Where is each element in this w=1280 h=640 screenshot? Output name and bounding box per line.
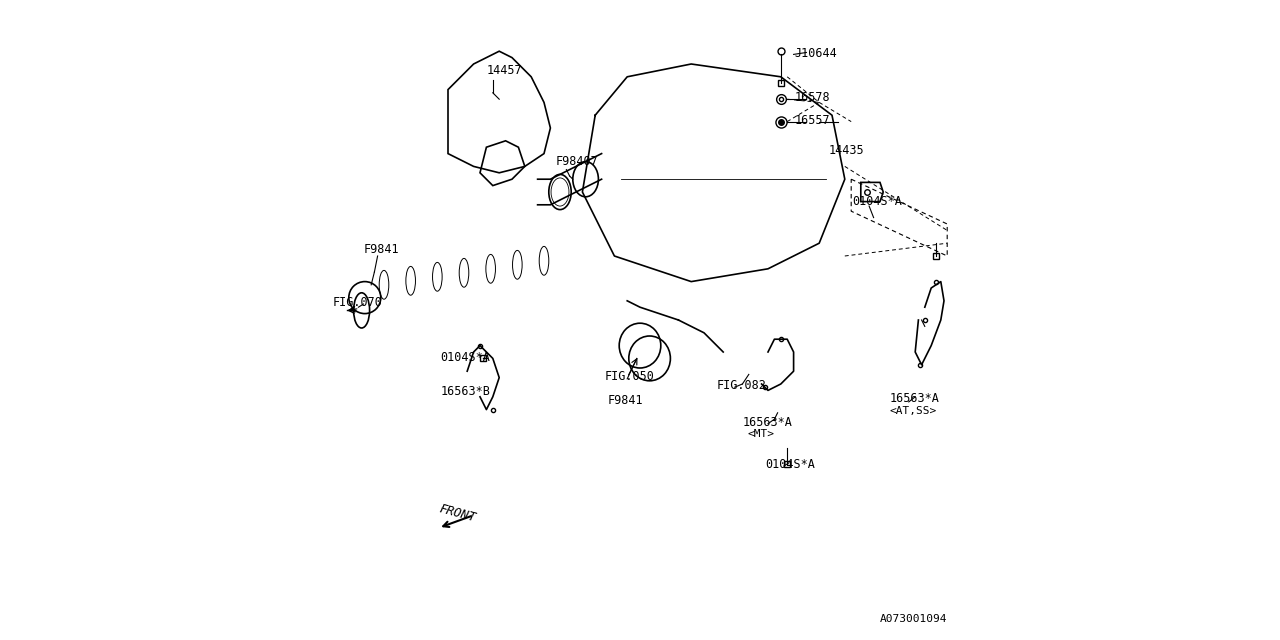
Text: 14435: 14435: [829, 144, 864, 157]
Text: F9841: F9841: [608, 394, 644, 406]
Text: 16578: 16578: [795, 92, 831, 104]
Text: FIG.082: FIG.082: [717, 380, 767, 392]
Text: 14457: 14457: [486, 64, 522, 77]
Text: F9841: F9841: [364, 243, 399, 256]
Text: FIG.050: FIG.050: [604, 370, 654, 383]
Text: <AT,SS>: <AT,SS>: [890, 406, 937, 416]
Text: FIG.070: FIG.070: [333, 296, 383, 309]
Text: 0104S*A: 0104S*A: [852, 195, 902, 208]
Text: A073001094: A073001094: [879, 614, 947, 624]
Text: 16563*A: 16563*A: [742, 416, 792, 429]
Text: J10644: J10644: [795, 47, 837, 60]
Text: 16563*A: 16563*A: [890, 392, 940, 404]
Text: 16557: 16557: [795, 114, 831, 127]
Text: FRONT: FRONT: [438, 502, 477, 525]
Text: 0104S*A: 0104S*A: [765, 458, 814, 470]
Text: <MT>: <MT>: [748, 429, 774, 439]
Text: F98407: F98407: [556, 155, 598, 168]
Text: 16563*B: 16563*B: [440, 385, 490, 398]
Text: 0104S*A: 0104S*A: [440, 351, 490, 364]
